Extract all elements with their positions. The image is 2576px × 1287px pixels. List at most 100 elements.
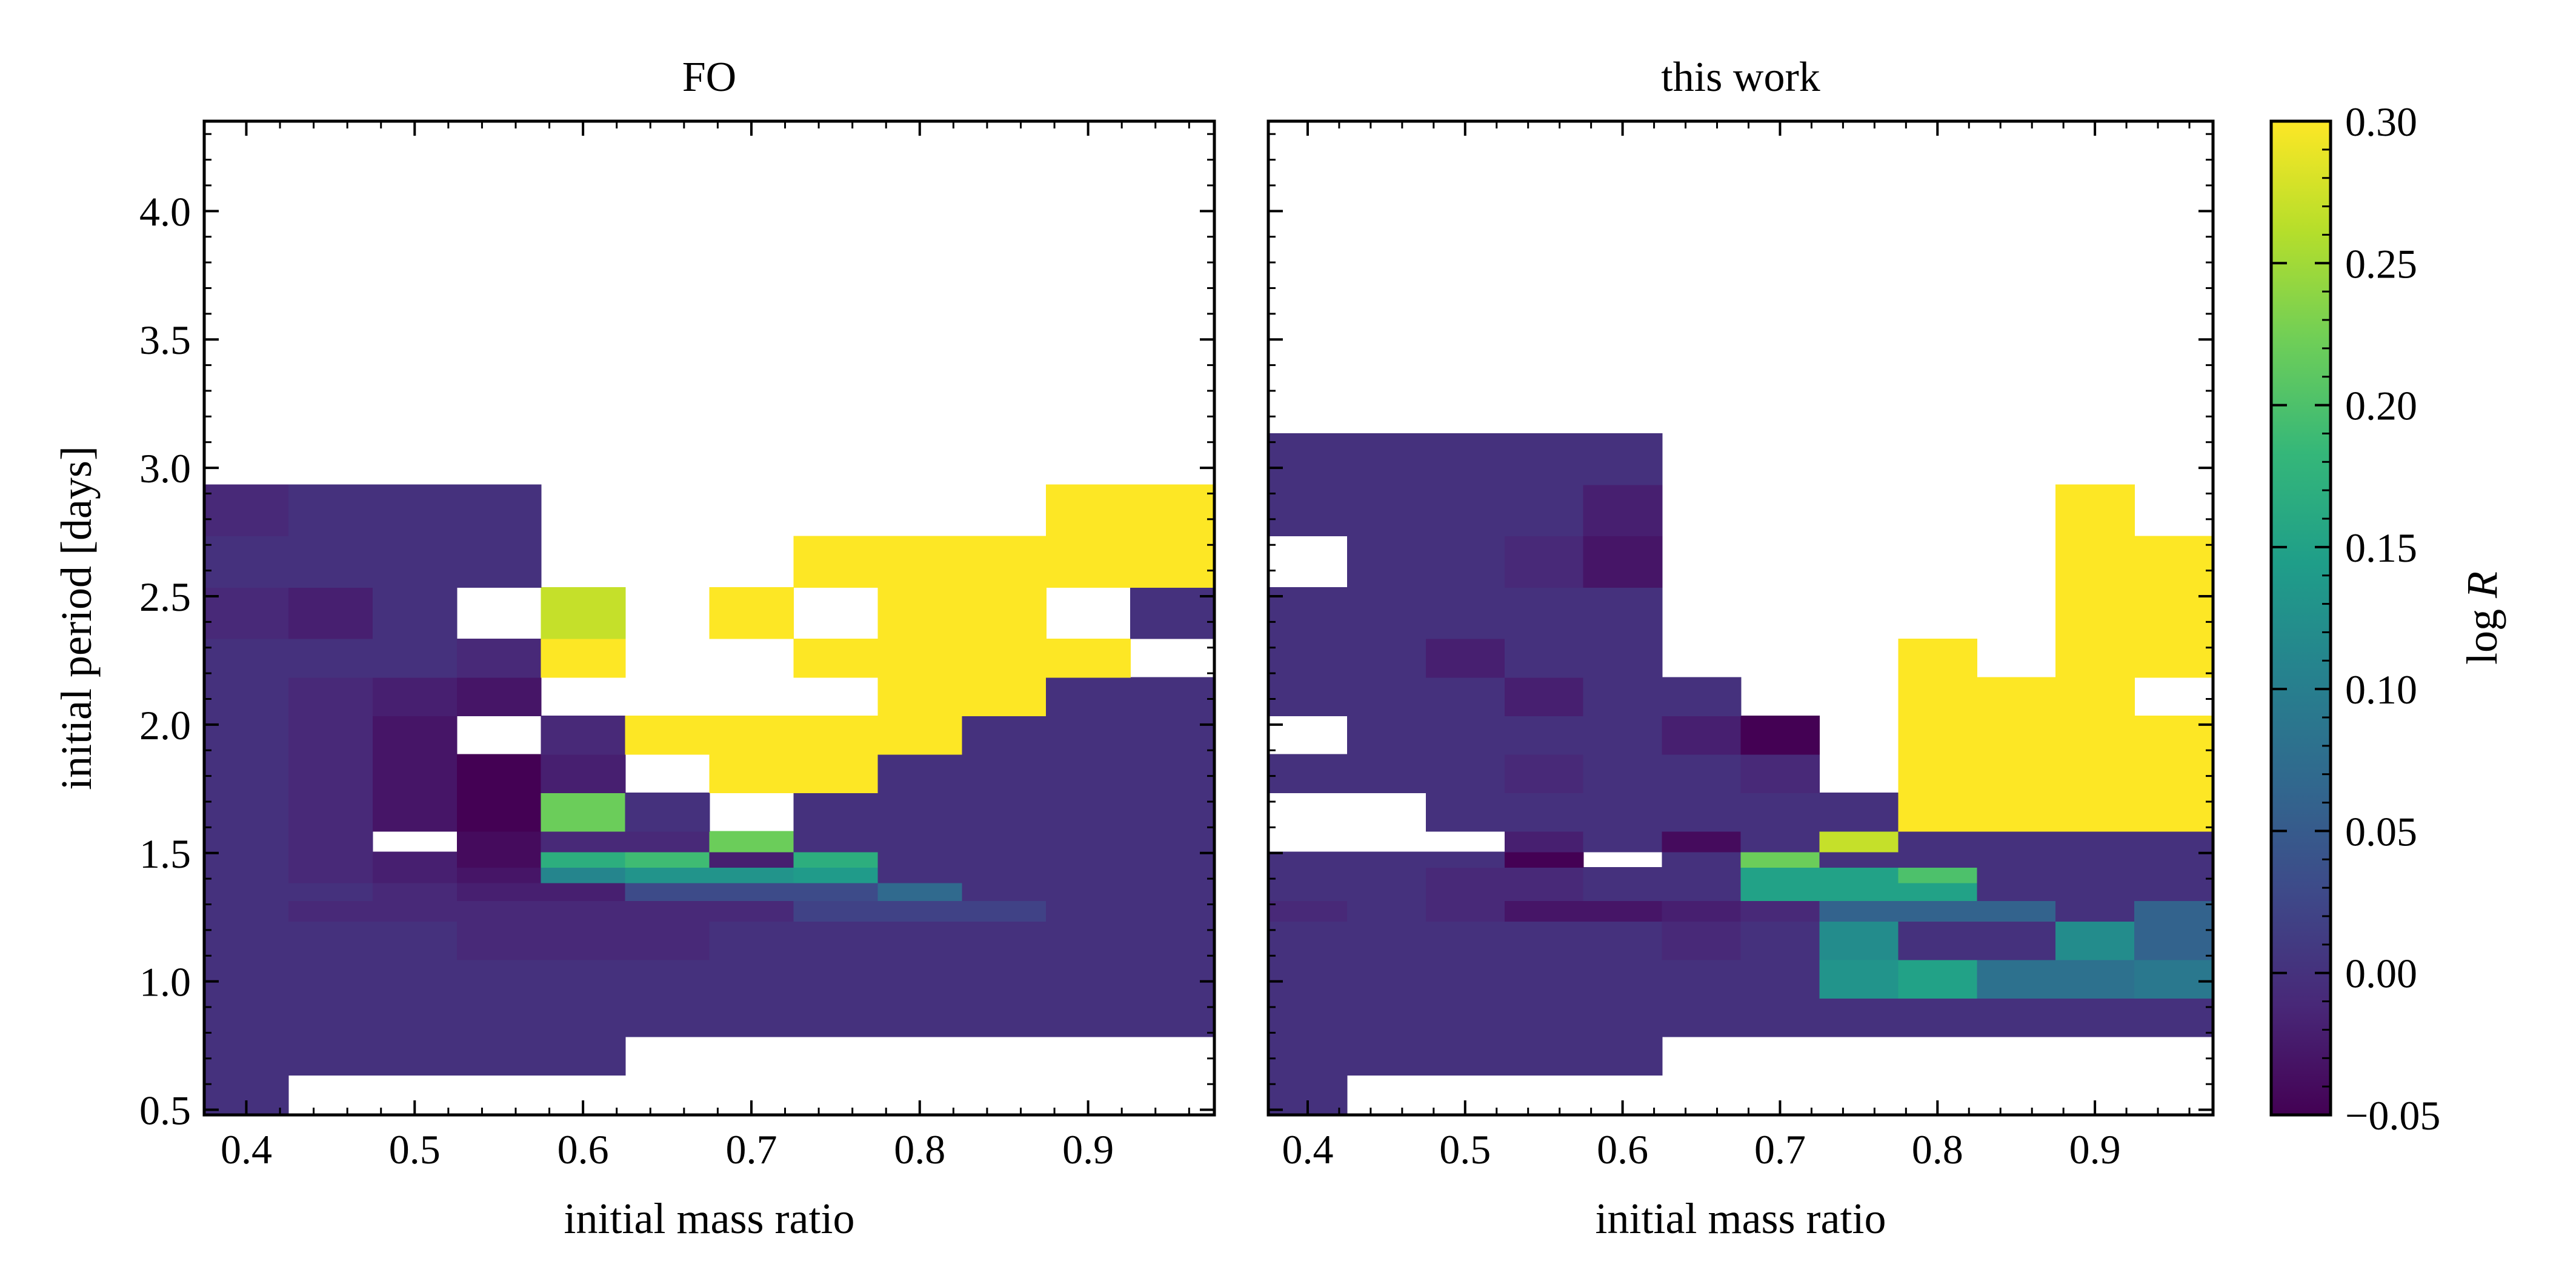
heatmap-cell: [1268, 921, 1348, 960]
heatmap-cell: [793, 793, 879, 832]
heatmap-cell: [1504, 959, 1584, 999]
heatmap-cell: [1346, 1036, 1426, 1076]
heatmap-cell: [2134, 851, 2214, 868]
heatmap-cell: [372, 638, 458, 678]
heatmap-cell: [1504, 754, 1584, 793]
heatmap-cell: [1346, 433, 1426, 485]
heatmap-cell: [709, 900, 794, 922]
heatmap-cell: [1130, 867, 1215, 883]
heatmap-cell: [288, 900, 373, 922]
heatmap-cell: [709, 998, 794, 1037]
heatmap-cell: [1425, 882, 1505, 901]
heatmap-cell: [1819, 831, 1899, 853]
heatmap-cell: [1504, 900, 1584, 922]
heatmap-cell: [1346, 882, 1426, 901]
heatmap-cell: [1583, 921, 1663, 960]
heatmap-cell: [1977, 882, 2056, 901]
heatmap-cell: [1268, 959, 1348, 999]
heatmap-cell: [1898, 900, 1977, 922]
heatmap-cell: [456, 484, 542, 537]
heatmap-cell: [1046, 716, 1131, 755]
heatmap-cell: [1346, 921, 1426, 960]
heatmap-cell: [625, 959, 710, 999]
heatmap-cell: [1346, 851, 1426, 868]
heatmap-cell: [1046, 793, 1131, 832]
heatmap-cell: [1268, 754, 1348, 793]
heatmap-cell: [288, 536, 373, 588]
heatmap-cell: [2055, 793, 2135, 832]
heatmap-cell: [1425, 1036, 1505, 1076]
heatmap-cell: [1425, 433, 1505, 485]
heatmap-cell: [962, 959, 1047, 999]
colorbar-tick-label: 0.00: [2345, 951, 2417, 997]
y-tick-label: 4.0: [139, 188, 191, 234]
colorbar: 0.30 0.25 0.20 0.15 0.10 0.05 0.00 −0.05 log R: [2269, 99, 2506, 1139]
heatmap-cell: [1898, 882, 1977, 901]
heatmap-cell: [288, 998, 373, 1037]
heatmap-cells: [1268, 433, 2214, 1114]
heatmap-cell: [1819, 959, 1899, 999]
heatmap-cell: [2055, 867, 2135, 883]
heatmap-cell: [962, 851, 1047, 868]
heatmap-cell: [962, 716, 1047, 755]
x-tick-label: 0.9: [2069, 1126, 2121, 1172]
heatmap-cell: [709, 831, 794, 853]
heatmap-cell: [1977, 921, 2056, 960]
heatmap-cell: [288, 484, 373, 537]
heatmap-cell: [288, 851, 373, 868]
heatmap-cell: [1662, 867, 1742, 883]
heatmap-cell: [1583, 867, 1663, 883]
x-tick-label: 0.6: [557, 1126, 609, 1172]
heatmap-cell: [1977, 831, 2056, 853]
heatmap-cell: [1046, 754, 1131, 793]
heatmap-cell: [456, 882, 542, 901]
heatmap-cell: [1583, 638, 1663, 678]
heatmap-cell: [793, 959, 879, 999]
heatmap-cell: [1268, 677, 1348, 716]
y-tick-label: 1.0: [139, 959, 191, 1005]
heatmap-cell: [1268, 851, 1348, 868]
heatmap-cell: [372, 900, 458, 922]
heatmap-cell: [2134, 921, 2214, 960]
panel-title: this work: [1661, 54, 1820, 101]
heatmap-cell: [1583, 998, 1663, 1037]
heatmap-cell: [372, 536, 458, 588]
heatmap-cell: [962, 587, 1047, 639]
heatmap-cell: [1425, 716, 1505, 755]
heatmap-cell: [793, 536, 879, 588]
heatmap-cell: [456, 959, 542, 999]
colorbar-tick-label: 0.05: [2345, 808, 2417, 854]
x-tick-label: 0.5: [389, 1126, 441, 1172]
heatmap-cell: [1819, 851, 1899, 868]
heatmap-cells: [204, 484, 1215, 1114]
heatmap-cell: [1662, 831, 1742, 853]
heatmap-cell: [877, 867, 962, 883]
heatmap-cell: [1268, 998, 1348, 1037]
heatmap-cell: [1662, 677, 1742, 716]
heatmap-cell: [1046, 882, 1131, 901]
heatmap-cell: [1898, 677, 1977, 716]
colorbar-label-prefix: log: [2458, 598, 2506, 665]
heatmap-cell: [1662, 921, 1742, 960]
heatmap-cell: [372, 754, 458, 793]
heatmap-cell: [1046, 851, 1131, 868]
heatmap-cell: [456, 831, 542, 853]
heatmap-cell: [1504, 867, 1584, 883]
heatmap-cell: [793, 867, 879, 883]
colorbar-label: log R: [2458, 571, 2506, 665]
heatmap-cell: [204, 1036, 289, 1076]
heatmap-cell: [288, 716, 373, 755]
heatmap-cell: [793, 754, 879, 793]
heatmap-cell: [793, 716, 879, 755]
heatmap-cell: [2055, 536, 2135, 588]
colorbar-frame: [2269, 119, 2332, 1117]
heatmap-cell: [1504, 882, 1584, 901]
heatmap-cell: [1425, 851, 1505, 868]
heatmap-cell: [204, 677, 289, 716]
heatmap-cell: [1046, 677, 1131, 716]
heatmap-cell: [1740, 851, 1820, 868]
heatmap-cell: [1268, 433, 1348, 485]
heatmap-cell: [1130, 536, 1215, 588]
heatmap-cell: [1346, 716, 1426, 755]
heatmap-cell: [204, 793, 289, 832]
